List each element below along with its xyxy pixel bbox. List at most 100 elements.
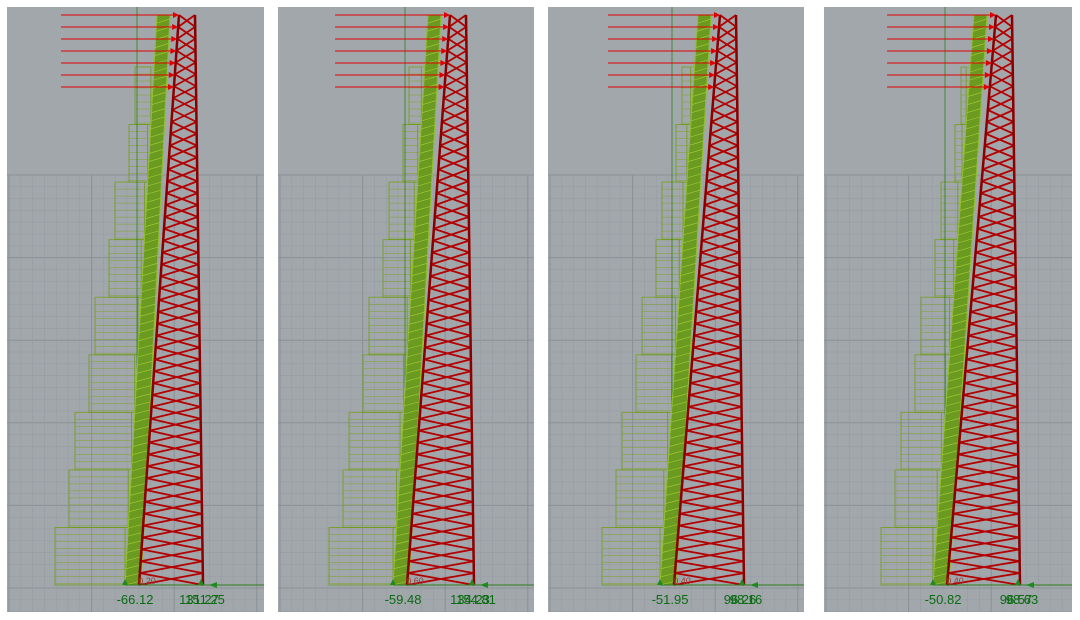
force-hatch <box>420 124 435 130</box>
force-hatch <box>970 51 985 57</box>
truss-member <box>709 144 739 159</box>
force-hatch <box>672 393 688 399</box>
truss-member <box>169 144 198 159</box>
viewport[interactable]: 0.60 -59.48 134.23 154.81 <box>278 7 534 612</box>
truss-member <box>446 49 468 64</box>
force-hatch <box>679 287 695 293</box>
force-hatch <box>145 214 160 219</box>
force-hatch <box>963 157 978 162</box>
truss-leg <box>1010 14 1022 586</box>
force-hatch <box>131 466 147 472</box>
force-hatch <box>396 515 413 521</box>
force-hatch <box>688 149 703 154</box>
truss-member <box>167 180 198 194</box>
force-hatch <box>150 124 165 130</box>
force-hatch <box>151 100 166 105</box>
reaction-label: 154.81 <box>456 592 496 607</box>
truss-member <box>676 548 744 563</box>
force-hatch <box>413 238 429 244</box>
truss-member <box>684 453 743 468</box>
truss-member <box>688 405 742 420</box>
force-hatch <box>961 189 976 195</box>
force-hatch <box>667 466 684 472</box>
force-hatch <box>935 548 952 553</box>
force-hatch <box>665 499 682 504</box>
viewport[interactable]: 0.40 -51.95 96.26 98.16 <box>548 7 804 612</box>
truss-member <box>950 536 1020 551</box>
force-hatch <box>664 515 681 521</box>
truss-member <box>972 287 1017 301</box>
truss-member <box>701 239 740 254</box>
truss-member <box>178 14 196 28</box>
force-hatch <box>690 124 705 130</box>
force-hatch <box>666 483 683 488</box>
load-arrow-head <box>986 48 993 54</box>
truss-member <box>423 358 472 373</box>
truss-member <box>969 322 1017 337</box>
truss-member <box>987 109 1014 123</box>
truss-member <box>157 322 200 337</box>
force-hatch <box>697 18 711 24</box>
force-hatch <box>127 540 144 545</box>
force-hatch <box>140 303 156 309</box>
truss-member <box>706 180 739 194</box>
force-hatch <box>690 116 705 122</box>
truss-member <box>157 311 200 325</box>
truss-member <box>989 85 1014 99</box>
truss-member <box>952 512 1020 527</box>
truss-member <box>714 73 738 88</box>
force-hatch <box>145 222 160 228</box>
viewport[interactable]: 0.40 -50.82 96.57 98.63 <box>824 7 1072 612</box>
viewport[interactable]: 0.20 -66.12 131.27 151.25 <box>7 7 264 612</box>
truss-member <box>693 334 741 349</box>
force-hatch <box>414 222 430 228</box>
truss-leg <box>405 14 452 586</box>
force-hatch <box>127 531 144 537</box>
load-arrow-head <box>708 84 715 90</box>
force-hatch <box>412 255 428 260</box>
force-hatch <box>427 18 441 24</box>
force-hatch <box>668 458 684 464</box>
truss-member <box>700 251 740 266</box>
force-hatch <box>681 263 696 268</box>
truss-member <box>143 512 203 527</box>
force-hatch <box>415 214 430 219</box>
truss-member <box>699 263 740 278</box>
truss-member <box>718 26 737 40</box>
force-hatch <box>143 246 159 252</box>
force-hatch <box>134 417 150 423</box>
truss-member <box>985 132 1015 147</box>
force-hatch <box>954 279 970 285</box>
truss-member <box>980 192 1015 206</box>
force-hatch <box>417 173 432 179</box>
force-hatch <box>401 434 418 439</box>
force-hatch <box>946 385 963 390</box>
truss-member <box>695 311 741 325</box>
force-hatch <box>687 165 702 171</box>
truss-member <box>428 299 471 313</box>
truss-member <box>957 465 1019 480</box>
force-hatch <box>414 230 429 236</box>
load-arrow-head <box>439 72 446 78</box>
force-hatch <box>957 238 972 244</box>
force-hatch <box>956 246 972 252</box>
truss-member <box>173 85 197 99</box>
force-hatch <box>416 189 432 195</box>
truss-member <box>690 382 742 396</box>
truss-member <box>430 275 471 289</box>
truss-member <box>172 97 197 111</box>
force-hatch <box>148 157 163 162</box>
truss-member <box>410 536 474 551</box>
truss-member <box>993 37 1013 52</box>
truss-member <box>139 572 204 586</box>
truss-member <box>691 358 742 373</box>
force-hatch <box>675 344 691 350</box>
force-hatch <box>134 409 150 415</box>
truss-member <box>692 346 742 361</box>
force-hatch <box>128 523 144 529</box>
support <box>930 579 936 585</box>
force-hatch <box>149 141 164 146</box>
truss-member <box>448 26 467 40</box>
